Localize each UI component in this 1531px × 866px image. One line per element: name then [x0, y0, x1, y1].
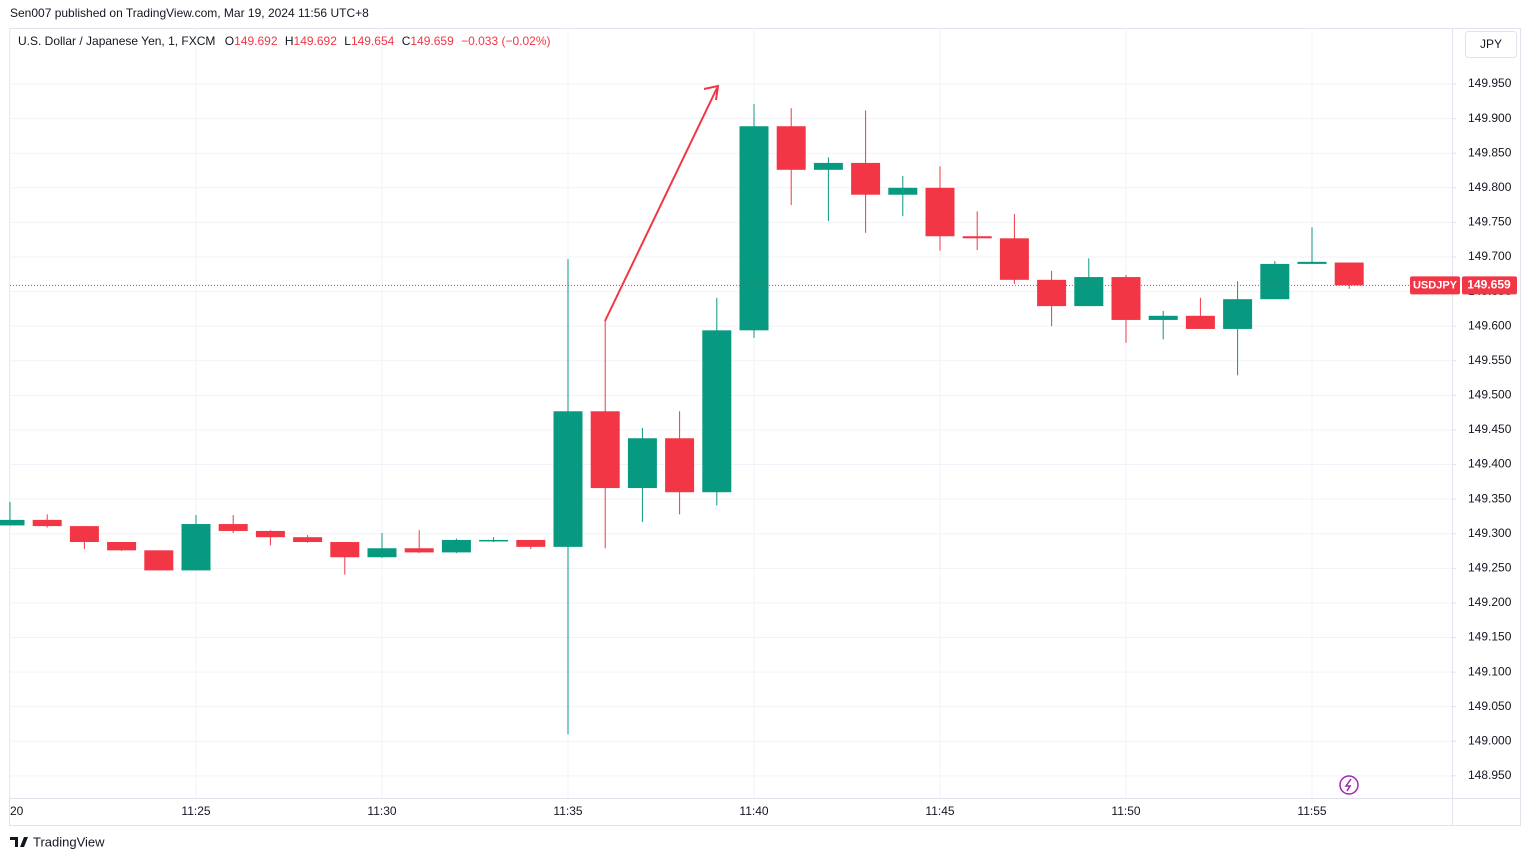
candle-body — [739, 126, 769, 331]
x-tick-label: 11:45 — [925, 804, 954, 818]
logo-mark — [10, 837, 28, 847]
candle-body — [590, 411, 620, 489]
candle-body — [32, 519, 62, 527]
y-tick-label: 149.100 — [1468, 664, 1512, 678]
candle-body — [1148, 315, 1178, 320]
symbol-title: U.S. Dollar / Japanese Yen, 1, FXCM — [18, 34, 215, 48]
tradingview-logo: TradingView — [10, 834, 105, 849]
y-tick-label: 149.000 — [1468, 733, 1512, 747]
candle-body — [888, 187, 918, 195]
x-tick-label: 11:50 — [1111, 804, 1140, 818]
candle-body — [293, 537, 323, 543]
candle-body — [404, 548, 434, 553]
y-tick-label: 149.900 — [1468, 111, 1512, 125]
x-tick-label: 11:35 — [553, 804, 582, 818]
x-tick-label: 20 — [10, 804, 24, 818]
candle-body — [813, 162, 843, 170]
close-label: C — [402, 34, 411, 48]
x-tick-label: 11:40 — [739, 804, 768, 818]
candles — [0, 104, 1364, 735]
publisher-note: Sen007 published on TradingView.com, Mar… — [10, 6, 369, 20]
candle-body — [999, 238, 1029, 280]
y-tick-label: 149.850 — [1468, 145, 1512, 159]
symbol-label-bg — [1410, 276, 1460, 295]
candle-body — [1111, 277, 1141, 320]
open-value: 149.692 — [234, 34, 278, 48]
y-tick-label: 149.300 — [1468, 526, 1512, 540]
x-tick-label: 11:30 — [367, 804, 396, 818]
y-tick-label: 148.950 — [1468, 768, 1512, 782]
y-tick-label: 149.350 — [1468, 491, 1512, 505]
candle-body — [255, 530, 285, 538]
y-tick-label: 149.450 — [1468, 422, 1512, 436]
candle-body — [627, 438, 657, 489]
symbol-label: USDJPY — [1413, 279, 1458, 291]
flash-icon[interactable] — [1339, 775, 1359, 795]
y-tick-label: 149.250 — [1468, 560, 1512, 574]
grid — [9, 28, 1452, 798]
y-tick-label: 149.750 — [1468, 215, 1512, 229]
candle-body — [1334, 262, 1364, 286]
flash-bolt[interactable] — [1344, 778, 1352, 792]
low-label: L — [344, 34, 351, 48]
y-tick-label: 149.800 — [1468, 180, 1512, 194]
candle-body — [330, 542, 360, 558]
currency-button[interactable] — [1465, 31, 1517, 58]
candle-body — [962, 236, 992, 239]
candle-body — [69, 526, 99, 543]
legend-line: U.S. Dollar / Japanese Yen, 1, FXCM O149… — [18, 34, 551, 48]
candle-body — [107, 542, 137, 551]
flash-circle[interactable] — [1339, 775, 1359, 795]
x-tick-label: 11:55 — [1297, 804, 1326, 818]
last-price-bg — [1462, 276, 1517, 295]
candle-body — [925, 187, 955, 237]
candle-body — [516, 539, 546, 547]
candle-body — [1074, 277, 1104, 307]
logo-text: TradingView — [33, 834, 105, 849]
low-value: 149.654 — [351, 34, 395, 48]
y-tick-label: 149.200 — [1468, 595, 1512, 609]
candle-body — [1297, 261, 1327, 264]
candle-body — [181, 524, 211, 571]
y-tick-label: 149.550 — [1468, 353, 1512, 367]
open-label: O — [225, 34, 234, 48]
candle-body — [665, 438, 695, 493]
candle-body — [776, 126, 806, 170]
candle-body — [367, 548, 397, 558]
candle-body — [441, 539, 471, 553]
candle-body — [851, 162, 881, 195]
last-price-label: 149.659 — [1467, 278, 1511, 292]
candle-body — [1260, 263, 1290, 300]
y-tick-label: 149.500 — [1468, 388, 1512, 402]
candle-body — [553, 411, 583, 547]
y-tick-label: 149.600 — [1468, 318, 1512, 332]
high-value: 149.692 — [294, 34, 338, 48]
y-tick-label: 149.150 — [1468, 630, 1512, 644]
y-tick-label: 149.700 — [1468, 249, 1512, 263]
candle-body — [1223, 299, 1253, 329]
candle-body — [702, 330, 732, 493]
y-tick-label: 149.400 — [1468, 457, 1512, 471]
y-tick-label: 149.050 — [1468, 699, 1512, 713]
candle-body — [144, 550, 174, 571]
candle-body — [1037, 279, 1067, 307]
candle-body — [1185, 315, 1215, 329]
close-value: 149.659 — [410, 34, 454, 48]
candle-body — [0, 519, 25, 526]
arrow-annotation — [604, 84, 720, 322]
y-tick-label: 149.950 — [1468, 76, 1512, 90]
high-label: H — [285, 34, 294, 48]
candle-body — [479, 539, 509, 542]
currency-button-label[interactable]: JPY — [1480, 37, 1502, 51]
x-tick-label: 11:25 — [181, 804, 210, 818]
candle-body — [218, 524, 248, 531]
change-value: −0.033 (−0.02%) — [461, 34, 550, 48]
